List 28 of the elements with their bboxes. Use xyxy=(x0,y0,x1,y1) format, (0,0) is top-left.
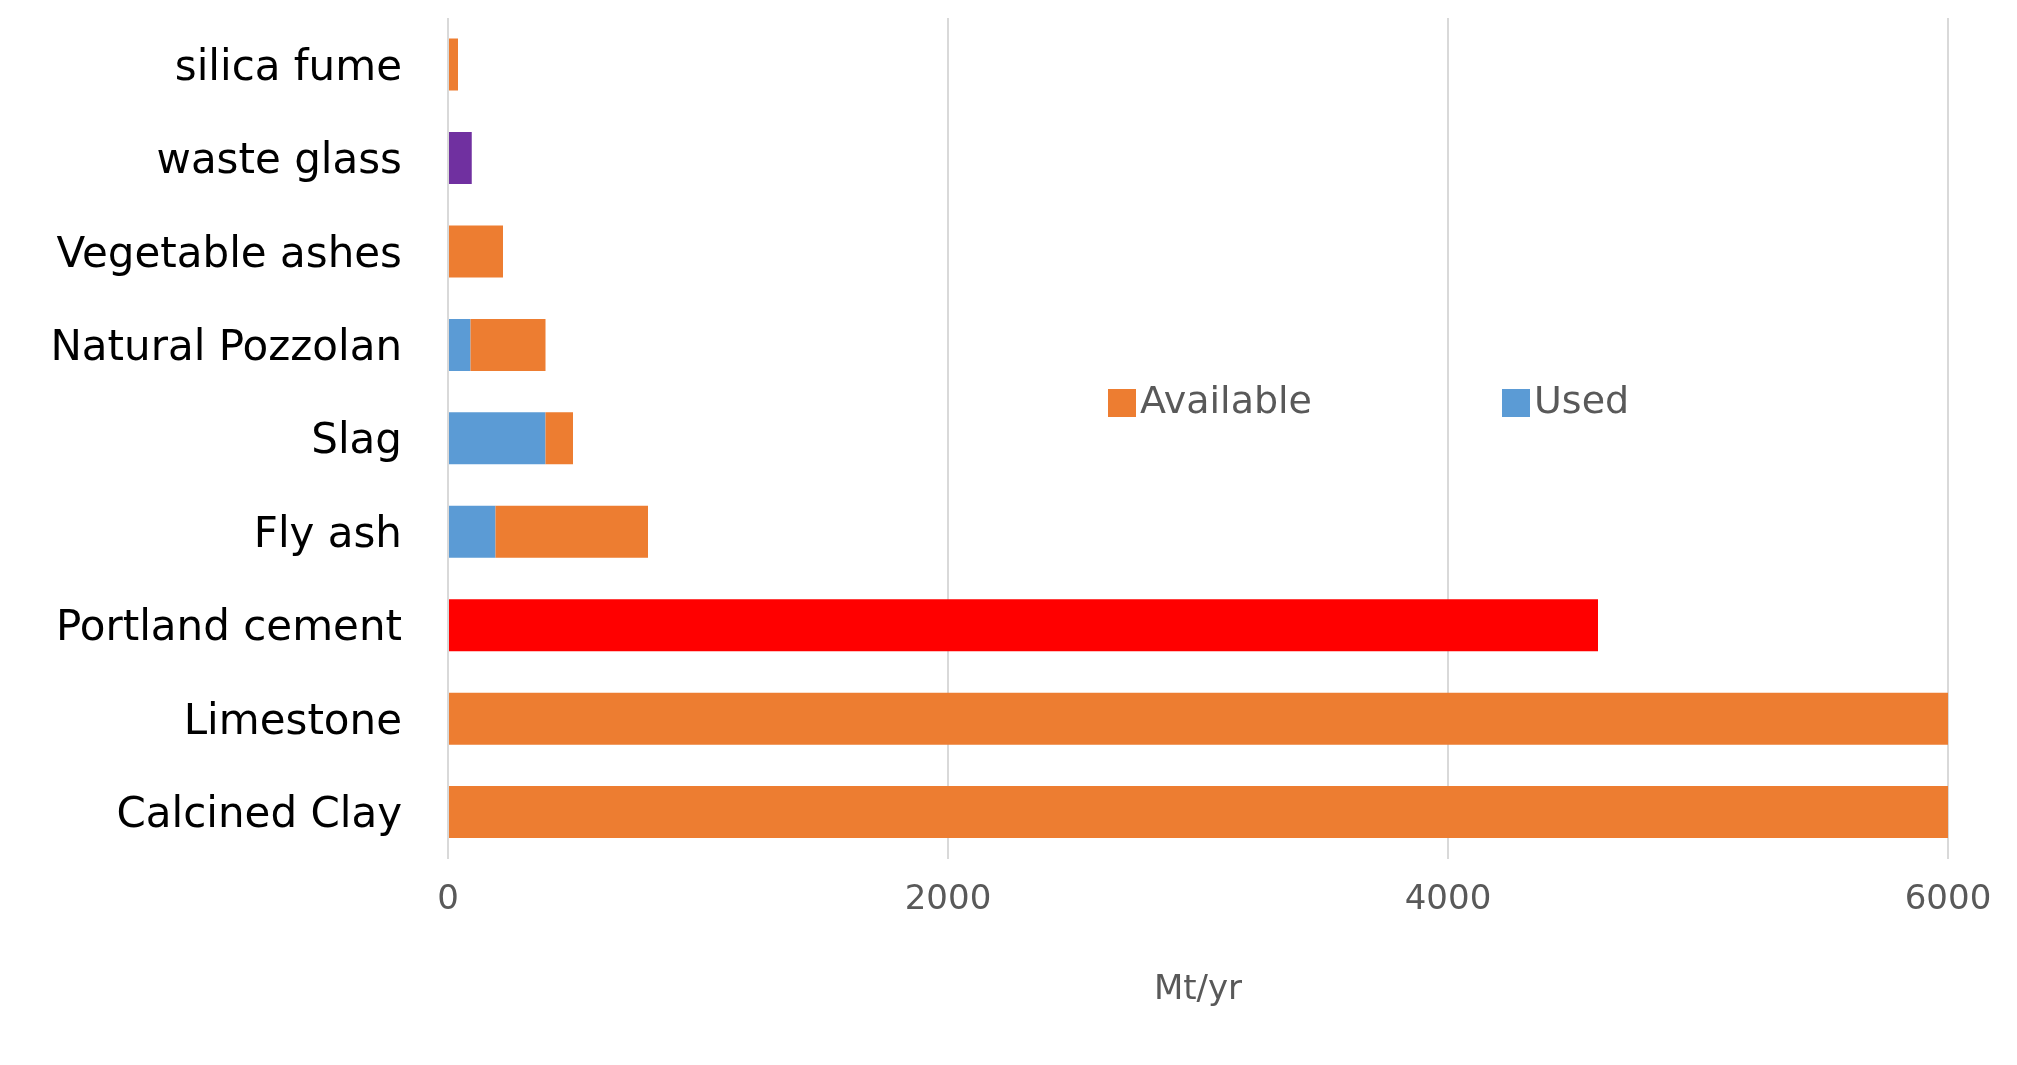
bar xyxy=(448,225,503,278)
y-tick-label: Limestone xyxy=(183,694,402,744)
legend-label: Available xyxy=(1140,378,1313,422)
legend-label: Used xyxy=(1534,378,1630,422)
x-axis-title: Mt/yr xyxy=(1153,967,1243,1007)
bar xyxy=(448,786,1948,839)
bar xyxy=(448,412,546,465)
bar xyxy=(495,505,648,558)
bar xyxy=(448,132,472,184)
y-tick-label: waste glass xyxy=(156,134,402,184)
bar xyxy=(470,318,546,371)
y-tick-label: Natural Pozzolan xyxy=(50,320,402,370)
y-tick-label: Calcined Clay xyxy=(116,788,402,838)
y-tick-label: Slag xyxy=(311,414,402,464)
bar xyxy=(448,505,496,558)
bar xyxy=(448,38,458,91)
x-tick-label: 6000 xyxy=(1904,877,1992,918)
bar xyxy=(448,692,1948,745)
y-tick-label: Portland cement xyxy=(55,601,402,651)
bar xyxy=(545,412,573,465)
bar xyxy=(448,318,471,371)
y-tick-label: Vegetable ashes xyxy=(56,227,402,277)
x-tick-label: 2000 xyxy=(904,877,992,918)
y-tick-label: silica fume xyxy=(174,40,402,90)
x-tick-label: 4000 xyxy=(1404,877,1492,918)
bar xyxy=(448,599,1598,652)
y-tick-label: Fly ash xyxy=(253,507,402,557)
x-tick-label: 0 xyxy=(437,877,459,918)
